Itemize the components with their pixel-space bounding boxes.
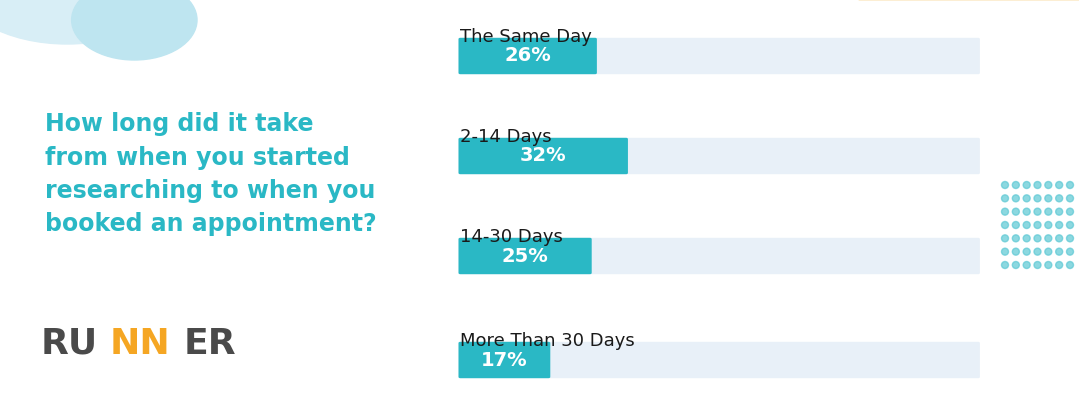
Text: 14-30 Days: 14-30 Days bbox=[461, 228, 563, 246]
Circle shape bbox=[1066, 182, 1074, 188]
Circle shape bbox=[1023, 208, 1030, 215]
Text: ER: ER bbox=[183, 327, 236, 361]
Circle shape bbox=[1044, 248, 1052, 255]
Text: 26%: 26% bbox=[504, 46, 551, 66]
Circle shape bbox=[1012, 262, 1020, 268]
Circle shape bbox=[1055, 235, 1063, 242]
Circle shape bbox=[1001, 262, 1009, 268]
Text: How long did it take
from when you started
researching to when you
booked an app: How long did it take from when you start… bbox=[45, 112, 377, 236]
FancyBboxPatch shape bbox=[459, 238, 591, 274]
Circle shape bbox=[1066, 262, 1074, 268]
FancyBboxPatch shape bbox=[459, 138, 628, 174]
Text: 25%: 25% bbox=[502, 246, 548, 266]
Ellipse shape bbox=[0, 0, 179, 44]
Circle shape bbox=[1023, 262, 1030, 268]
Circle shape bbox=[1001, 248, 1009, 255]
Circle shape bbox=[1055, 262, 1063, 268]
Circle shape bbox=[1044, 222, 1052, 228]
Circle shape bbox=[1066, 222, 1074, 228]
Circle shape bbox=[1034, 222, 1041, 228]
Circle shape bbox=[1001, 195, 1009, 202]
FancyBboxPatch shape bbox=[459, 238, 980, 274]
Circle shape bbox=[1012, 182, 1020, 188]
Circle shape bbox=[1044, 208, 1052, 215]
Circle shape bbox=[1012, 248, 1020, 255]
Text: 2-14 Days: 2-14 Days bbox=[461, 128, 552, 146]
Circle shape bbox=[1001, 222, 1009, 228]
Circle shape bbox=[1055, 248, 1063, 255]
Circle shape bbox=[1023, 182, 1030, 188]
Circle shape bbox=[1044, 195, 1052, 202]
Circle shape bbox=[1001, 208, 1009, 215]
Circle shape bbox=[1023, 235, 1030, 242]
Ellipse shape bbox=[71, 0, 197, 60]
Text: RU: RU bbox=[40, 327, 97, 361]
Text: ΝN: ΝN bbox=[110, 327, 170, 361]
Circle shape bbox=[1066, 208, 1074, 215]
Circle shape bbox=[1034, 262, 1041, 268]
Circle shape bbox=[1055, 195, 1063, 202]
Circle shape bbox=[1044, 235, 1052, 242]
FancyBboxPatch shape bbox=[459, 138, 980, 174]
Text: 17%: 17% bbox=[481, 350, 528, 370]
FancyBboxPatch shape bbox=[459, 342, 550, 378]
Circle shape bbox=[1034, 235, 1041, 242]
Circle shape bbox=[1034, 208, 1041, 215]
Circle shape bbox=[1055, 208, 1063, 215]
Circle shape bbox=[1001, 235, 1009, 242]
Circle shape bbox=[1012, 208, 1020, 215]
Circle shape bbox=[1034, 248, 1041, 255]
Circle shape bbox=[1044, 262, 1052, 268]
Circle shape bbox=[1044, 182, 1052, 188]
Circle shape bbox=[1034, 182, 1041, 188]
FancyBboxPatch shape bbox=[459, 342, 980, 378]
Circle shape bbox=[1023, 195, 1030, 202]
Circle shape bbox=[1066, 235, 1074, 242]
Circle shape bbox=[1012, 235, 1020, 242]
Circle shape bbox=[1012, 222, 1020, 228]
Circle shape bbox=[1066, 195, 1074, 202]
Circle shape bbox=[1055, 182, 1063, 188]
FancyBboxPatch shape bbox=[459, 38, 597, 74]
Circle shape bbox=[1001, 182, 1009, 188]
Text: More Than 30 Days: More Than 30 Days bbox=[461, 332, 636, 350]
Circle shape bbox=[1055, 222, 1063, 228]
Circle shape bbox=[1034, 195, 1041, 202]
Circle shape bbox=[1023, 248, 1030, 255]
Text: The Same Day: The Same Day bbox=[461, 28, 592, 46]
FancyBboxPatch shape bbox=[459, 38, 980, 74]
Circle shape bbox=[1012, 195, 1020, 202]
Text: 32%: 32% bbox=[520, 146, 566, 166]
Circle shape bbox=[1066, 248, 1074, 255]
Circle shape bbox=[1023, 222, 1030, 228]
